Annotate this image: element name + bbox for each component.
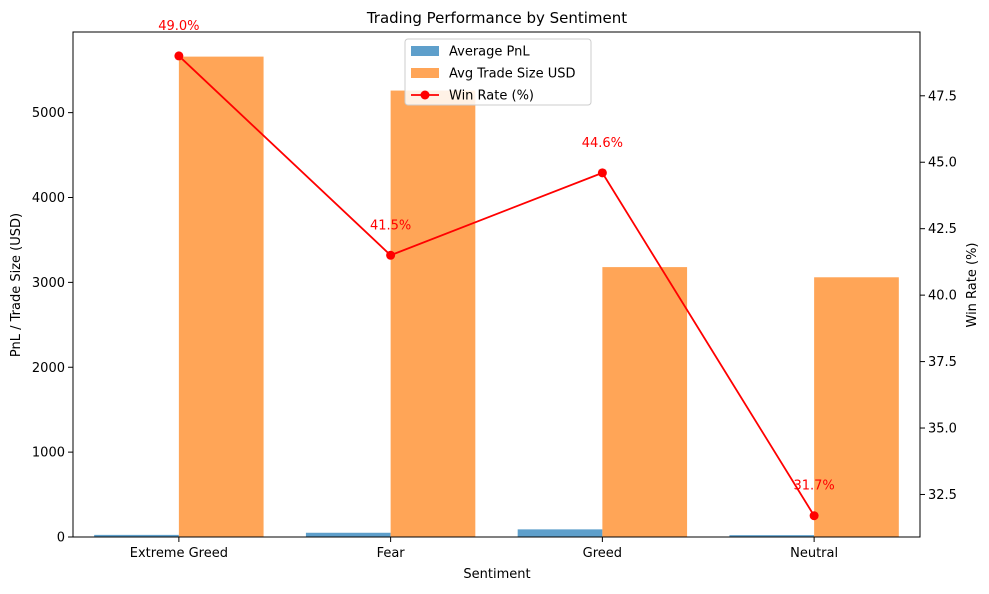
bar-avg-pnl-0 bbox=[94, 534, 179, 537]
plot-frame bbox=[72, 31, 921, 538]
y-left-tick-label-5: 5000 bbox=[32, 106, 65, 121]
x-tick-label-0: Extreme Greed bbox=[130, 546, 228, 561]
win-rate-point-3 bbox=[809, 511, 819, 521]
y-axis-label-left: PnL / Trade Size (USD) bbox=[9, 213, 24, 357]
y-right-tick-label-4: 42.5 bbox=[928, 222, 957, 237]
bar-avg-pnl-2 bbox=[517, 529, 603, 537]
y-right-tick-label-6: 47.5 bbox=[928, 89, 957, 104]
legend-label-win-rate: Win Rate (%) bbox=[449, 89, 534, 104]
win-rate-label-1: 41.5% bbox=[370, 218, 411, 233]
y-left-tick-label-4: 4000 bbox=[32, 191, 65, 206]
x-tick-label-3: Neutral bbox=[790, 546, 838, 561]
y-right-tick-label-0: 32.5 bbox=[928, 488, 957, 503]
bar-avg-trade-size-3 bbox=[814, 277, 899, 537]
y-right-tick-label-1: 35.0 bbox=[928, 422, 957, 437]
win-rate-label-2: 44.6% bbox=[582, 136, 623, 151]
y-right-tick-label-3: 40.0 bbox=[928, 289, 957, 304]
win-rate-line bbox=[178, 55, 815, 517]
win-rate-point-0 bbox=[174, 51, 184, 61]
legend-label-avg-pnl: Average PnL bbox=[449, 45, 530, 60]
y-right-tick-label-5: 45.0 bbox=[928, 156, 957, 171]
y-left-tick-label-0: 0 bbox=[57, 531, 65, 546]
win-rate-label-3: 31.7% bbox=[793, 479, 834, 494]
x-tick-label-2: Greed bbox=[583, 546, 622, 561]
legend-box bbox=[404, 38, 592, 106]
bar-avg-pnl-3 bbox=[729, 535, 815, 537]
bar-avg-trade-size-0 bbox=[178, 56, 264, 538]
win-rate-label-0: 49.0% bbox=[158, 19, 199, 34]
bar-avg-pnl-1 bbox=[305, 532, 391, 537]
y-left-tick-label-1: 1000 bbox=[32, 446, 65, 461]
y-axis-label-right: Win Rate (%) bbox=[965, 243, 980, 328]
win-rate-point-2 bbox=[597, 168, 607, 178]
chart-title: Trading Performance by Sentiment bbox=[366, 9, 627, 27]
bar-avg-trade-size-1 bbox=[390, 90, 476, 538]
x-axis-label: Sentiment bbox=[463, 567, 530, 582]
legend-swatch-avg-trade-size bbox=[411, 68, 439, 78]
bar-avg-trade-size-2 bbox=[602, 267, 688, 537]
legend-swatch-avg-pnl bbox=[411, 46, 439, 56]
y-right-tick-label-2: 37.5 bbox=[928, 355, 957, 370]
legend-marker-win-rate bbox=[420, 90, 430, 100]
y-left-tick-label-2: 2000 bbox=[32, 361, 65, 376]
y-left-tick-label-3: 3000 bbox=[32, 276, 65, 291]
x-tick-label-1: Fear bbox=[377, 546, 406, 561]
win-rate-point-1 bbox=[386, 250, 396, 260]
legend-label-avg-trade-size: Avg Trade Size USD bbox=[449, 67, 576, 82]
